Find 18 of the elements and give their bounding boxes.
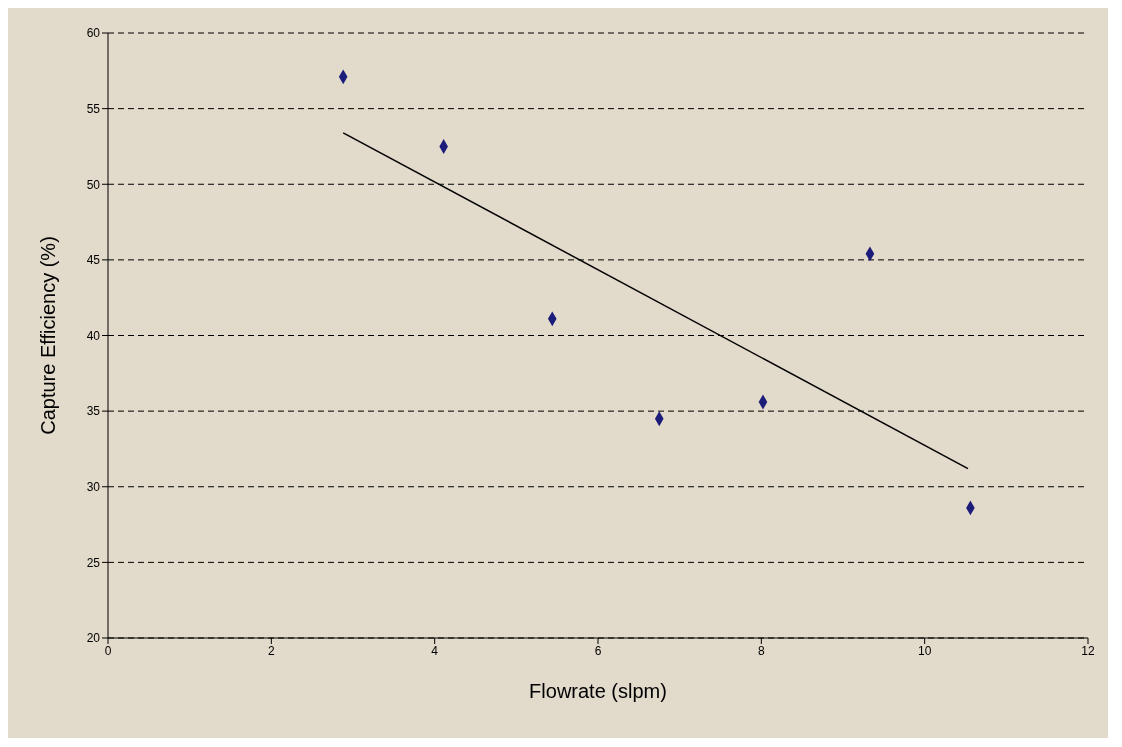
y-tick-label: 60 xyxy=(86,26,101,41)
y-tick-label: 20 xyxy=(86,631,101,646)
x-tick-label: 6 xyxy=(594,643,602,658)
x-tick-label: 10 xyxy=(917,643,932,658)
y-tick-label: 55 xyxy=(86,101,101,116)
x-axis-title: Flowrate (slpm) xyxy=(529,680,667,702)
x-tick-label: 12 xyxy=(1081,643,1095,658)
y-tick-label: 45 xyxy=(86,253,101,268)
x-tick-label: 8 xyxy=(757,643,765,658)
y-tick-label: 50 xyxy=(86,177,101,192)
y-tick-label: 40 xyxy=(86,328,101,343)
x-tick-label: 0 xyxy=(104,643,112,658)
x-tick-label: 4 xyxy=(431,643,439,658)
y-tick-label: 35 xyxy=(86,404,101,419)
y-axis-title: Capture Efficiency (%) xyxy=(37,236,60,435)
y-tick-label: 25 xyxy=(86,555,101,570)
x-tick-label: 2 xyxy=(267,643,275,658)
y-tick-label: 30 xyxy=(86,480,101,495)
